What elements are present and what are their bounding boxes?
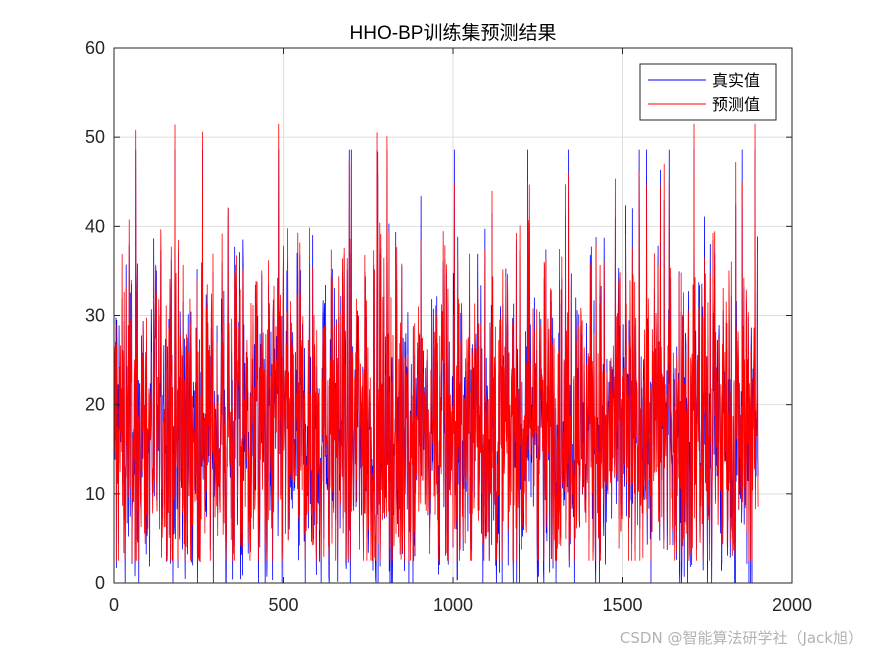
x-tick-label: 500 [268,595,298,615]
legend: 真实值 预测值 [639,63,777,121]
legend-label-true: 真实值 [712,71,760,90]
legend-label-predicted: 预测值 [712,95,760,114]
x-tick-label: 1000 [433,595,473,615]
series-line-predicted [113,123,759,562]
series-layer [113,123,759,584]
chart-title: HHO-BP训练集预测结果 [350,22,557,44]
y-tick-label: 10 [85,484,105,504]
y-tick-label: 50 [85,127,105,147]
y-tick-label: 30 [85,306,105,326]
axis-ticks: 0 500 1000 1500 2000 0 10 20 30 40 50 60 [85,38,812,615]
y-tick-label: 0 [95,573,105,593]
y-tick-label: 40 [85,216,105,236]
x-tick-label: 2000 [772,595,812,615]
y-tick-label: 60 [85,38,105,58]
x-tick-label: 1500 [602,595,642,615]
y-tick-label: 20 [85,395,105,415]
watermark-text: CSDN @智能算法研学社（Jack旭） [619,629,863,647]
legend-box [639,63,777,121]
x-tick-label: 0 [109,595,119,615]
